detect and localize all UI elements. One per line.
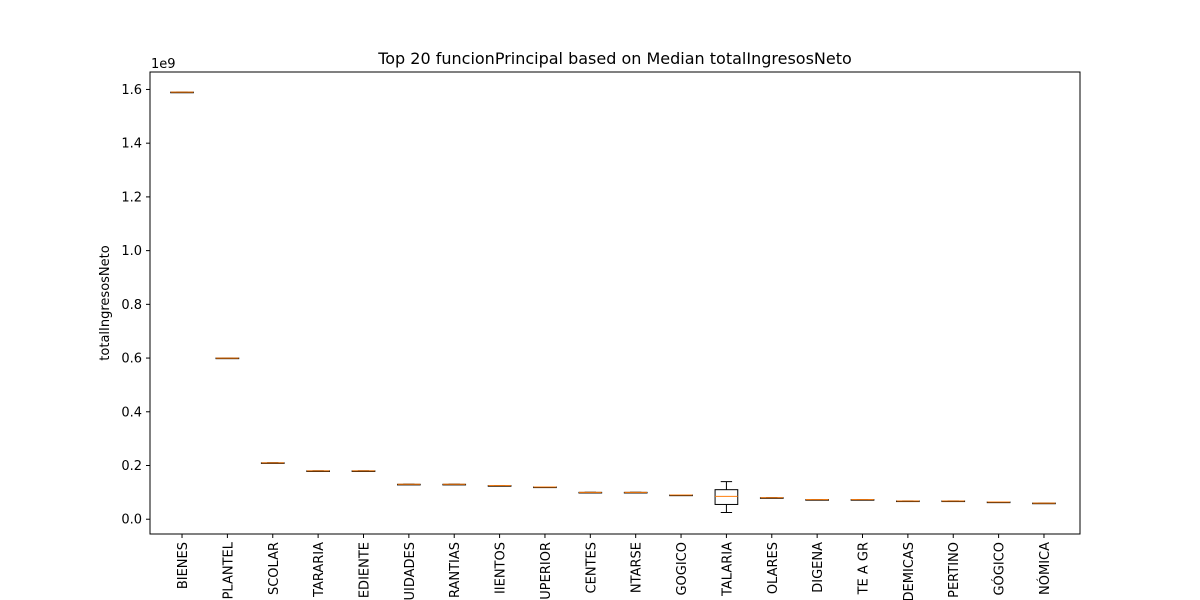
box-4 <box>306 470 330 472</box>
x-tick-label: CENTES <box>584 542 599 593</box>
x-tick-label: PERTINO <box>947 542 962 598</box>
box-15 <box>805 499 829 501</box>
y-tick-label: 0.4 <box>121 405 142 420</box>
box-14 <box>759 497 784 499</box>
box-19 <box>986 501 1011 504</box>
x-tick-label: PLANTEL <box>221 541 236 599</box>
box-10 <box>578 491 603 494</box>
x-tick-label: GÓGICO <box>992 542 1008 596</box>
box-20 <box>1032 502 1056 505</box>
box-18 <box>941 500 966 503</box>
plot-frame <box>149 71 1081 535</box>
x-tick-label: TARARIA <box>312 542 327 598</box>
box-8 <box>487 485 512 487</box>
x-tick-label: UPERIOR <box>539 542 554 600</box>
y-tick-label: 1.0 <box>121 244 142 259</box>
x-tick-label: EDIENTE <box>357 542 372 598</box>
x-tick-label: BIENES <box>176 542 191 589</box>
y-tick-label: 0.8 <box>121 298 142 313</box>
box-7 <box>442 483 467 486</box>
chart-title: Top 20 funcionPrincipal based on Median … <box>377 49 852 68</box>
box-9 <box>533 486 557 489</box>
y-tick-label: 1.6 <box>121 83 142 98</box>
x-tick-label: DEMICAS <box>902 542 917 600</box>
x-tick-label: UIDADES <box>403 542 418 600</box>
y-tick-label: 0.6 <box>121 352 142 367</box>
y-tick-label: 0.0 <box>121 513 142 528</box>
box-13 <box>714 481 739 514</box>
y-axis-label: totalIngresosNeto <box>98 245 113 360</box>
y-axis-ticks: 0.0 0.2 0.4 0.6 0.8 1.0 1.2 1.4 1.6 <box>121 83 150 528</box>
box-11 <box>623 491 648 494</box>
x-tick-label: RANTIAS <box>448 542 463 598</box>
x-tick-label: NTARSE <box>630 542 645 593</box>
y-axis-multiplier: 1e9 <box>151 57 176 72</box>
x-tick-label: NÓMICA <box>1037 542 1053 595</box>
y-tick-label: 1.2 <box>121 190 142 205</box>
y-tick-label: 1.4 <box>121 137 142 152</box>
box-2 <box>215 357 240 360</box>
box-5 <box>351 470 376 472</box>
box-17 <box>896 500 920 503</box>
box-6 <box>397 483 421 486</box>
box-16 <box>850 499 875 501</box>
box-3 <box>260 462 285 464</box>
x-tick-label: SCOLAR <box>267 542 282 595</box>
box-1 <box>170 91 194 94</box>
box-series <box>170 91 1056 514</box>
y-tick-label: 0.2 <box>121 459 142 474</box>
box-12 <box>669 494 693 497</box>
x-tick-label: IIENTOS <box>494 542 509 594</box>
x-axis-ticks: BIENES PLANTEL SCOLAR TARARIA EDIENTE UIDADES… <box>176 534 1053 600</box>
x-tick-label: TE A GR <box>857 542 872 595</box>
box-body <box>714 489 739 505</box>
x-tick-label: OLARES <box>766 542 781 594</box>
x-tick-label: TALARIA <box>720 542 735 597</box>
x-tick-label: GOGICO <box>675 542 690 596</box>
x-tick-label: DIGENA <box>811 542 826 593</box>
